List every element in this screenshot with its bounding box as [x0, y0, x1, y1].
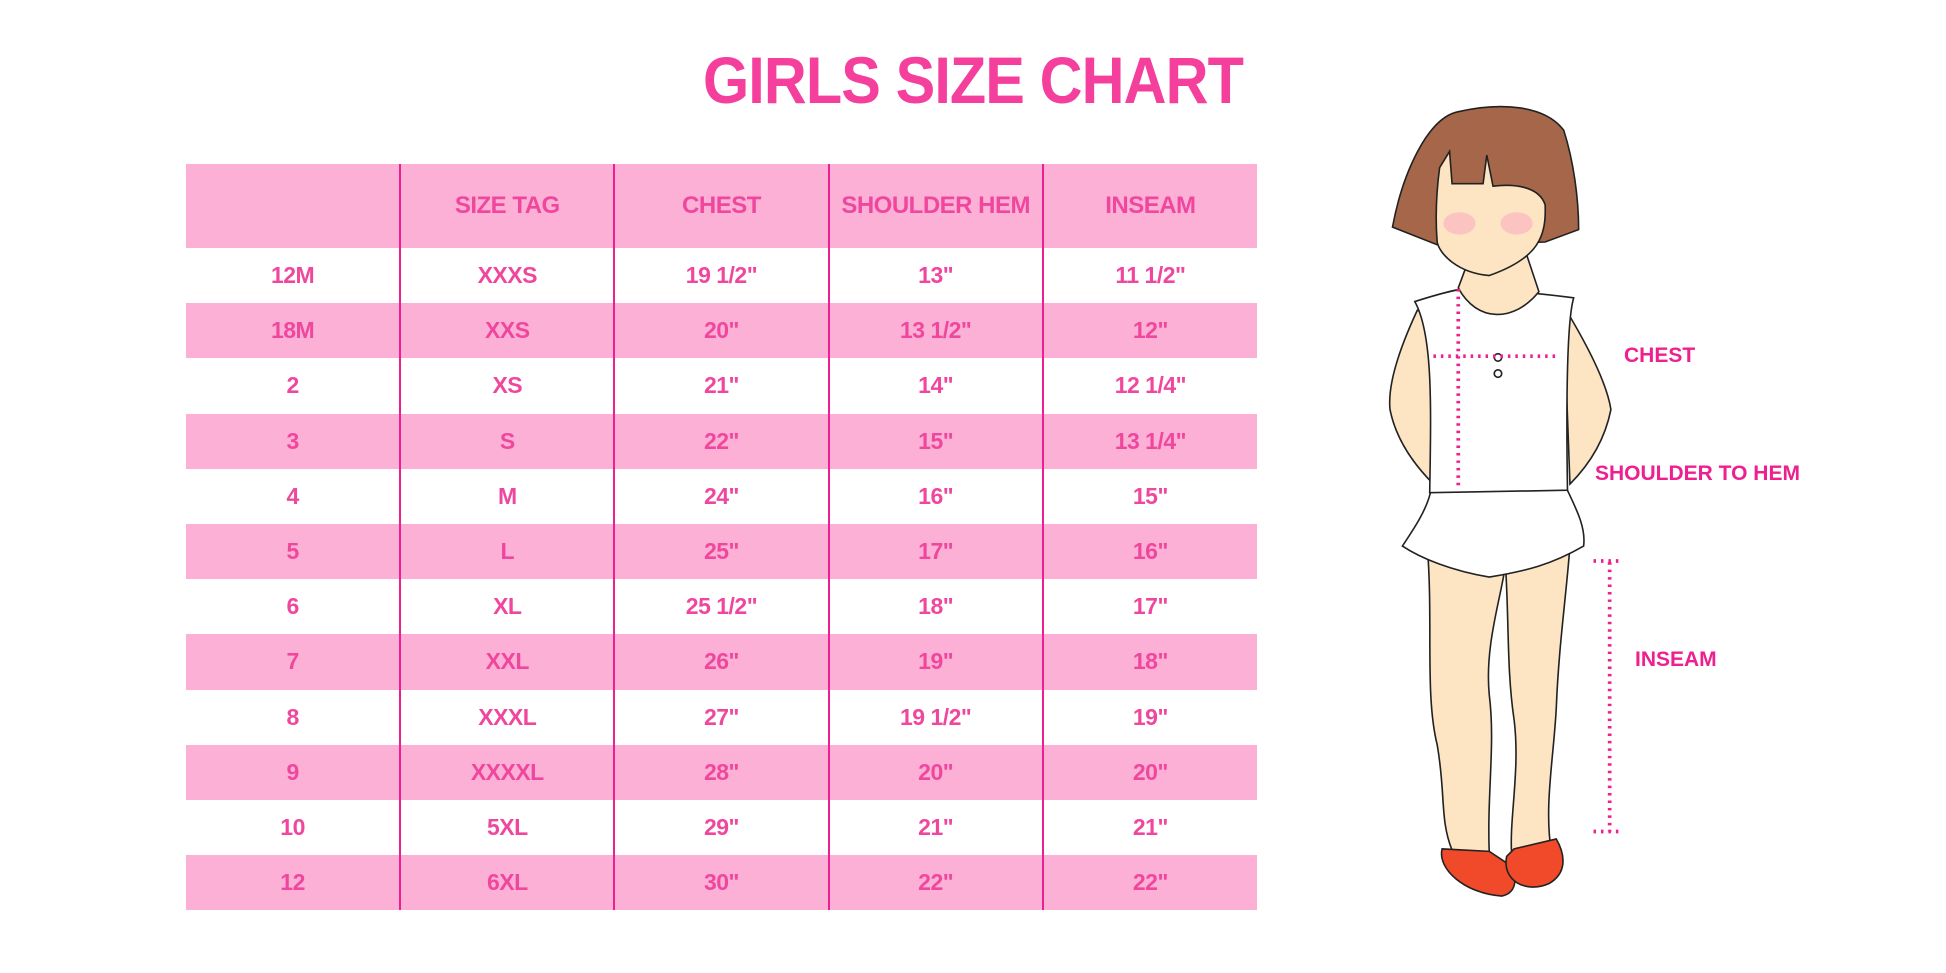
table-cell: 19": [827, 634, 1043, 690]
table-row: 3 S 22" 15" 13 1/4": [186, 413, 1257, 469]
table-header-row: SIZE TAG CHEST SHOULDER HEM INSEAM: [186, 164, 1257, 248]
column-header: [186, 164, 401, 248]
table-cell: 30": [613, 855, 829, 911]
table-cell: 24": [613, 468, 829, 524]
table-cell: 12M: [270, 262, 315, 289]
face: [1435, 148, 1547, 277]
table-cell: 14": [827, 358, 1043, 414]
table-cell: 22": [827, 855, 1043, 911]
table-cell: 16": [827, 468, 1043, 524]
table-cell: 8: [286, 703, 299, 730]
right-arm: [1562, 308, 1612, 486]
size-chart-table: SIZE TAG CHEST SHOULDER HEM INSEAM 12M XXXS 1…: [186, 164, 1257, 911]
table-row: 8 XXXL 27" 19 1/2" 19": [186, 689, 1257, 745]
table-cell: L: [399, 523, 615, 580]
table-cell: 20": [827, 744, 1043, 800]
table-cell: 19": [1041, 689, 1257, 745]
table-cell: 11 1/2": [1041, 248, 1257, 304]
table-cell: 2: [286, 372, 299, 399]
table-row: 2 XS 21" 14" 12 1/4": [186, 358, 1257, 414]
table-cell: 5XL: [399, 799, 615, 856]
table-row: 10 5XL 29" 21" 21": [186, 799, 1257, 856]
table-cell: 3: [186, 413, 401, 469]
table-cell: 9: [186, 744, 401, 800]
table-cell: 19 1/2": [613, 248, 829, 304]
table-cell: XXXXL: [399, 744, 615, 800]
table-cell: 18": [827, 579, 1043, 635]
table-cell: 22": [1041, 855, 1257, 911]
table-row: 6 XL 25 1/2" 18" 17": [186, 579, 1257, 635]
column-header: INSEAM: [1041, 164, 1257, 248]
table-row: 18M XXS 20" 13 1/2" 12": [186, 303, 1257, 359]
table-cell: XXXS: [399, 248, 615, 304]
table-cell: 12 1/4": [1041, 358, 1257, 414]
table-cell: 7: [186, 634, 401, 690]
table-cell: 17": [1041, 579, 1257, 635]
ruffle-skirt: [1401, 486, 1585, 578]
table-cell: 26": [613, 634, 829, 690]
table-row: 9 XXXXL 28" 20" 20": [186, 744, 1257, 800]
table-cell: 28": [613, 744, 829, 800]
table-row: 12M XXXS 19 1/2" 13" 11 1/2": [186, 248, 1257, 304]
left-arm: [1388, 309, 1438, 486]
table-cell: 21": [1041, 799, 1257, 856]
table-cell: 25": [613, 523, 829, 580]
left-leg: [1426, 545, 1507, 855]
table-row: 4 M 24" 16" 15": [186, 468, 1257, 524]
left-shoe-icon: [1440, 848, 1516, 897]
table-cell: 10: [280, 813, 305, 840]
inseam-label: INSEAM: [1635, 648, 1717, 671]
table-cell: 20": [1041, 744, 1257, 800]
shoulder-to-hem-label: SHOULDER TO HEM: [1595, 462, 1800, 485]
table-cell: 22": [613, 413, 829, 469]
table-cell: 15": [1041, 468, 1257, 524]
column-header: SIZE TAG: [399, 164, 615, 248]
table-cell: 21": [827, 799, 1043, 856]
sleeveless-top: [1413, 286, 1575, 494]
table-row: 5 L 25" 17" 16": [186, 523, 1257, 580]
table-cell: 16": [1041, 523, 1257, 580]
table-cell: 12": [1041, 303, 1257, 359]
table-cell: 6: [286, 593, 299, 620]
table-cell: 13 1/4": [1041, 413, 1257, 469]
table-cell: 12: [186, 855, 401, 911]
table-cell: 6XL: [399, 855, 615, 911]
right-leg: [1504, 544, 1571, 855]
table-cell: 13 1/2": [827, 303, 1043, 359]
page-title: GIRLS SIZE CHART: [702, 43, 1244, 117]
table-cell: 21": [613, 358, 829, 414]
table-cell: XXXL: [399, 689, 615, 745]
table-cell: 18M: [186, 303, 401, 359]
table-cell: M: [399, 468, 615, 524]
table-cell: 18": [1041, 634, 1257, 690]
table-cell: 13": [827, 248, 1043, 304]
table-cell: 29": [613, 799, 829, 856]
chest-label: CHEST: [1624, 344, 1696, 367]
table-cell: XXL: [399, 634, 615, 690]
column-header: CHEST: [613, 164, 829, 248]
table-cell: 4: [286, 482, 299, 509]
table-cell: 15": [827, 413, 1043, 469]
table-cell: XL: [399, 579, 615, 635]
table-cell: 19 1/2": [827, 689, 1043, 745]
table-row: 7 XXL 26" 19" 18": [186, 634, 1257, 690]
table-cell: S: [399, 413, 615, 469]
column-header: SHOULDER HEM: [827, 164, 1043, 248]
table-cell: XXS: [399, 303, 615, 359]
table-cell: 5: [186, 523, 401, 580]
right-shoe-icon: [1505, 838, 1564, 888]
table-cell: 17": [827, 523, 1043, 580]
table-cell: 25 1/2": [613, 579, 829, 635]
table-cell: 27": [613, 689, 829, 745]
table-cell: XS: [399, 358, 615, 414]
table-cell: 20": [613, 303, 829, 359]
table-row: 12 6XL 30" 22" 22": [186, 855, 1257, 911]
